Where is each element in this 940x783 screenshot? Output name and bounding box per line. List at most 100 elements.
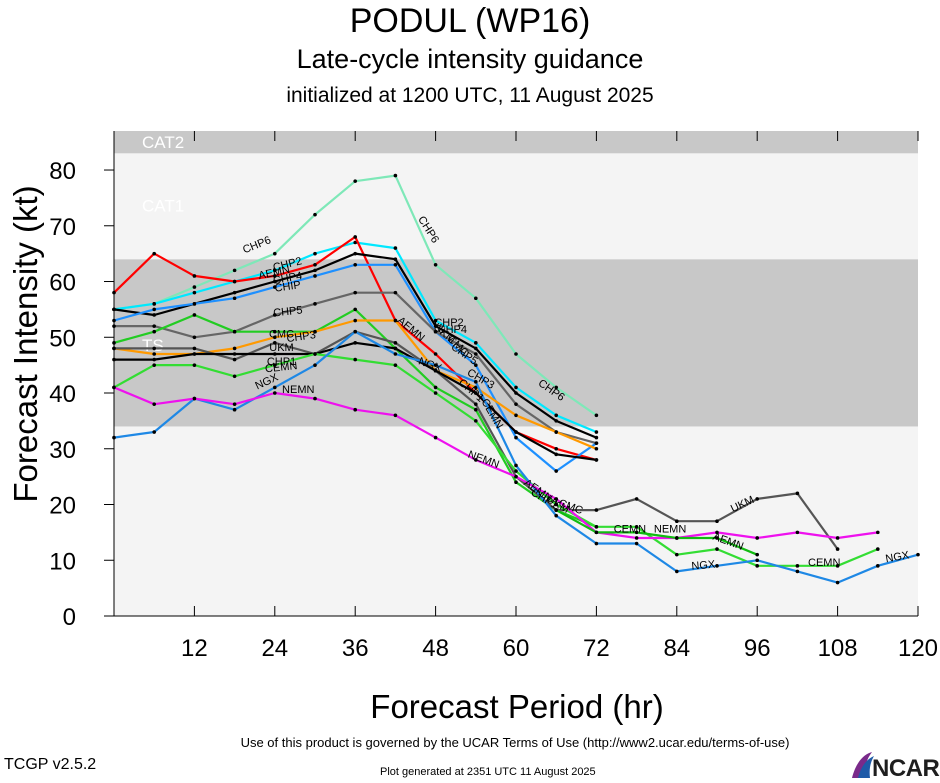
x-tick-label: 48 — [422, 635, 449, 662]
data-point — [835, 564, 840, 568]
data-point — [594, 541, 599, 546]
data-point — [594, 525, 599, 529]
data-point — [755, 536, 759, 540]
data-point — [514, 469, 518, 473]
data-point — [393, 346, 398, 351]
data-point — [192, 396, 197, 401]
y-tick-label: 70 — [49, 214, 76, 241]
data-point — [675, 552, 679, 557]
series-label: CEMN — [614, 523, 646, 535]
data-point — [112, 341, 116, 345]
data-point — [192, 302, 197, 306]
intensity-bands — [114, 131, 918, 616]
data-point — [152, 352, 156, 356]
series-label: NGX — [885, 549, 911, 565]
data-point — [393, 262, 398, 267]
data-point — [675, 569, 679, 574]
series-label: CEMN — [264, 360, 298, 375]
data-point — [393, 413, 398, 418]
data-point — [634, 525, 639, 529]
data-point — [634, 530, 639, 535]
data-point — [675, 519, 679, 524]
data-point — [112, 346, 116, 351]
data-point — [514, 430, 518, 434]
data-point — [554, 413, 558, 418]
series-aemn-13 — [554, 508, 759, 557]
data-point — [393, 246, 398, 250]
data-point — [112, 435, 116, 440]
y-tick-label: 20 — [49, 493, 76, 520]
data-point — [514, 385, 518, 390]
ncar-logo-text: NCAR — [872, 755, 940, 782]
data-point — [273, 335, 277, 340]
data-point — [192, 274, 197, 278]
data-point — [232, 357, 237, 362]
data-point — [715, 564, 719, 568]
data-point — [474, 385, 478, 390]
data-point — [232, 268, 237, 273]
data-point — [313, 212, 317, 217]
terms-of-use: Use of this product is governed by the U… — [240, 735, 790, 750]
data-point — [273, 285, 277, 289]
data-point — [795, 569, 800, 574]
y-tick-label: 0 — [63, 604, 76, 631]
data-point — [514, 474, 518, 479]
data-point — [393, 173, 398, 178]
data-point — [232, 329, 237, 334]
data-point — [594, 508, 599, 512]
y-tick-label: 80 — [49, 158, 76, 185]
data-point — [433, 385, 438, 390]
data-point — [715, 547, 719, 551]
data-point — [433, 435, 438, 440]
data-point — [273, 391, 277, 395]
data-point — [514, 391, 518, 395]
x-tick-label: 24 — [261, 635, 288, 662]
data-point — [112, 290, 116, 295]
data-point — [474, 346, 478, 351]
data-point — [675, 536, 679, 540]
data-point — [835, 536, 840, 540]
data-point — [594, 458, 599, 462]
chart-title: PODUL (WP16) — [349, 2, 591, 40]
y-tick-label: 50 — [49, 325, 76, 352]
band-label-cat1: CAT1 — [142, 196, 184, 215]
data-point — [554, 419, 558, 423]
series-label: CHP4 — [438, 324, 467, 336]
data-point — [715, 519, 719, 524]
data-point — [876, 530, 880, 535]
series-lines — [112, 173, 920, 585]
data-point — [112, 385, 116, 390]
data-point — [514, 402, 518, 406]
data-point — [313, 262, 317, 267]
data-point — [273, 341, 277, 345]
x-tick-label: 36 — [342, 635, 369, 662]
data-point — [313, 363, 317, 367]
data-point — [313, 329, 317, 334]
data-point — [554, 508, 558, 512]
band-cat1 — [114, 153, 918, 260]
data-point — [433, 324, 438, 328]
data-point — [273, 268, 277, 273]
data-point — [594, 413, 599, 418]
data-point — [433, 262, 438, 267]
data-point — [554, 497, 558, 501]
data-point — [554, 469, 558, 473]
data-point — [594, 446, 599, 451]
series-line — [113, 352, 879, 567]
x-tick-label: 60 — [503, 635, 530, 662]
data-point — [474, 363, 478, 367]
data-point — [232, 290, 237, 295]
data-point — [835, 547, 840, 551]
data-point — [232, 374, 237, 379]
data-point — [353, 262, 358, 267]
data-point — [192, 313, 197, 317]
data-point — [474, 419, 478, 423]
data-point — [353, 357, 358, 362]
data-point — [554, 385, 558, 390]
initialization-time: initialized at 1200 UTC, 11 August 2025 — [286, 84, 654, 107]
data-point — [474, 458, 478, 462]
series-label: CHP2 — [434, 317, 463, 329]
chart-subtitle: Late-cycle intensity guidance — [296, 44, 644, 74]
band-labels: TS CAT1 CAT2 — [142, 133, 184, 355]
data-point — [393, 318, 398, 323]
